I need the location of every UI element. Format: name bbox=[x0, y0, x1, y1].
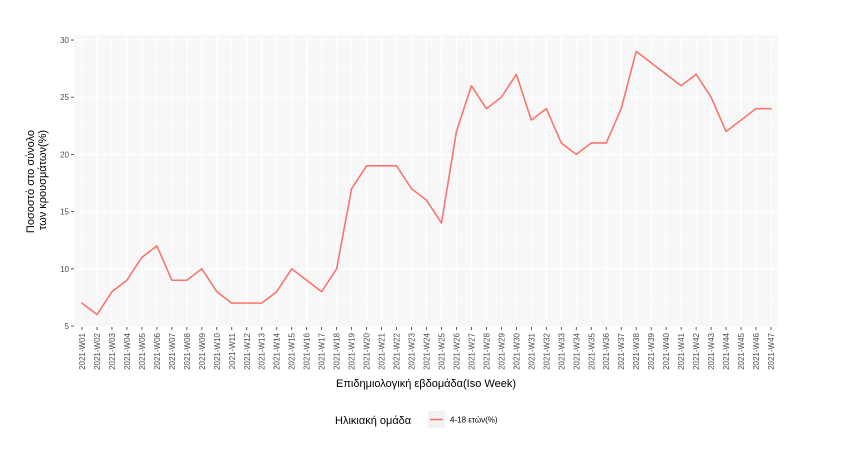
x-tick-label: 2021-W46 bbox=[752, 332, 761, 369]
x-tick-label: 2021-W44 bbox=[722, 332, 731, 369]
x-tick-label: 2021-W22 bbox=[393, 332, 402, 369]
x-tick-label: 2021-W31 bbox=[527, 332, 536, 369]
x-axis: 2021-W01 2021-W02 2021-W03 2021-W04 2021-W05… bbox=[78, 327, 776, 370]
x-tick-label: 2021-W18 bbox=[333, 332, 342, 369]
y-tick-label: 25 bbox=[60, 93, 69, 102]
x-tick-label: 2021-W14 bbox=[273, 332, 282, 369]
series-layer bbox=[81, 50, 772, 316]
x-tick-label: 2021-W32 bbox=[542, 332, 551, 369]
x-tick-label: 2021-W20 bbox=[363, 332, 372, 369]
x-axis-title: Επιδημιολογική εβδομάδα(Iso Week) bbox=[336, 378, 516, 390]
x-tick-label: 2021-W10 bbox=[213, 332, 222, 369]
x-tick-label: 2021-W27 bbox=[467, 332, 476, 369]
x-tick-label: 2021-W06 bbox=[153, 332, 162, 369]
legend-title: Ηλικιακή ομάδα bbox=[335, 415, 412, 427]
y-tick-label: 30 bbox=[60, 36, 69, 45]
y-tick-label: 20 bbox=[60, 150, 69, 159]
x-tick-label: 2021-W13 bbox=[258, 332, 267, 369]
x-tick-label: 2021-W24 bbox=[423, 332, 432, 369]
x-tick-label: 2021-W15 bbox=[288, 332, 297, 369]
legend-label: 4-18 ετών(%) bbox=[450, 416, 498, 425]
y-tick-label: 5 bbox=[65, 322, 70, 331]
x-tick-label: 2021-W23 bbox=[408, 332, 417, 369]
x-tick-label: 2021-W37 bbox=[617, 332, 626, 369]
x-tick-label: 2021-W34 bbox=[572, 332, 581, 369]
x-tick-label: 2021-W09 bbox=[198, 332, 207, 369]
x-tick-label: 2021-W04 bbox=[123, 332, 132, 369]
x-tick-label: 2021-W28 bbox=[482, 332, 491, 369]
x-tick-label: 2021-W08 bbox=[183, 332, 192, 369]
x-tick-label: 2021-W01 bbox=[78, 332, 87, 369]
x-tick-label: 2021-W05 bbox=[138, 332, 147, 369]
legend: Ηλικιακή ομάδα 4-18 ετών(%) bbox=[335, 411, 498, 428]
x-tick-label: 2021-W12 bbox=[243, 332, 252, 369]
x-tick-label: 2021-W47 bbox=[767, 332, 776, 369]
x-tick-label: 2021-W43 bbox=[707, 332, 716, 369]
x-tick-label: 2021-W45 bbox=[737, 332, 746, 369]
x-tick-label: 2021-W33 bbox=[557, 332, 566, 369]
y-axis-title-line-2: των κρουσμάτων(%) bbox=[37, 130, 49, 230]
x-tick-label: 2021-W19 bbox=[348, 332, 357, 369]
x-tick-label: 2021-W11 bbox=[228, 332, 237, 369]
x-tick-label: 2021-W39 bbox=[647, 332, 656, 369]
x-tick-label: 2021-W26 bbox=[452, 332, 461, 369]
x-tick-label: 2021-W38 bbox=[632, 332, 641, 369]
y-tick-label: 15 bbox=[60, 208, 69, 217]
y-axis: 5 10 15 20 25 30 bbox=[60, 36, 74, 331]
x-tick-label: 2021-W40 bbox=[662, 332, 671, 369]
y-axis-title: Ποσοστό στο σύνολο των κρουσμάτων(%) bbox=[25, 127, 49, 233]
x-tick-label: 2021-W03 bbox=[108, 332, 117, 369]
y-axis-title-line-1: Ποσοστό στο σύνολο bbox=[25, 130, 37, 233]
series-line bbox=[81, 50, 772, 316]
x-tick-label: 2021-W29 bbox=[497, 332, 506, 369]
x-tick-label: 2021-W25 bbox=[437, 332, 446, 369]
x-tick-label: 2021-W41 bbox=[677, 332, 686, 369]
x-tick-label: 2021-W30 bbox=[512, 332, 521, 369]
y-tick-label: 10 bbox=[60, 265, 69, 274]
grid bbox=[74, 35, 778, 327]
x-tick-label: 2021-W07 bbox=[168, 332, 177, 369]
x-tick-label: 2021-W17 bbox=[318, 332, 327, 369]
x-tick-label: 2021-W16 bbox=[303, 332, 312, 369]
x-tick-label: 2021-W35 bbox=[587, 332, 596, 369]
x-tick-label: 2021-W36 bbox=[602, 332, 611, 369]
x-tick-label: 2021-W21 bbox=[378, 332, 387, 369]
x-tick-label: 2021-W02 bbox=[93, 332, 102, 369]
x-tick-label: 2021-W42 bbox=[692, 332, 701, 369]
